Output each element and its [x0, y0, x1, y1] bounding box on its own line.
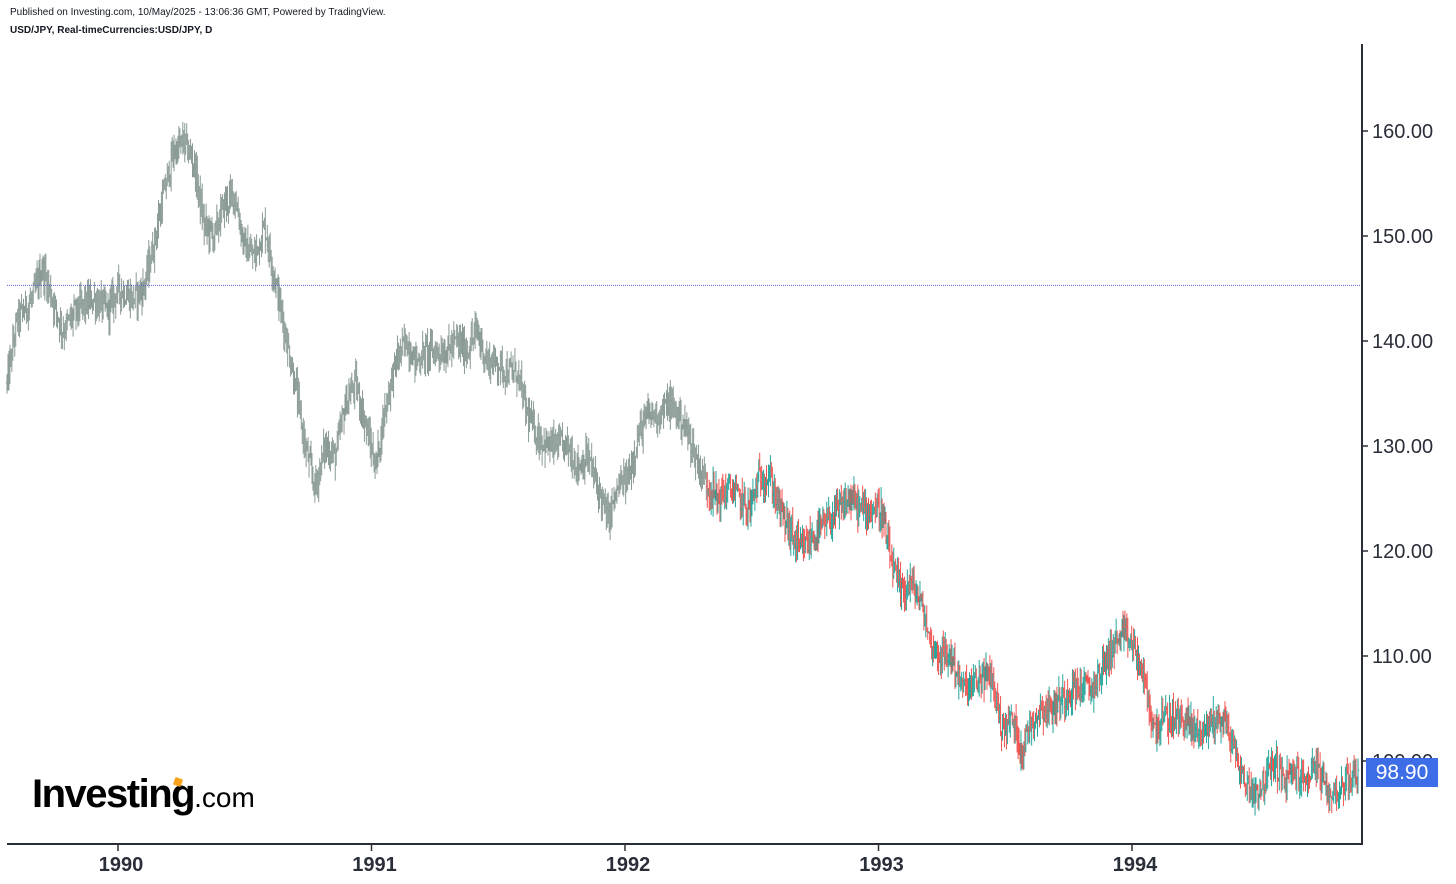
published-note: Published on Investing.com, 10/May/2025 …	[10, 7, 386, 18]
x-tick-label: 1991	[352, 854, 397, 876]
last-price-tag: 98.90	[1366, 758, 1438, 787]
y-tick-label: 150.00	[1372, 226, 1433, 248]
x-tick-label: 1994	[1113, 854, 1158, 876]
ohlc-bars	[5, 121, 1360, 816]
y-tick-label: 160.00	[1372, 121, 1433, 143]
y-axis-ticks: 160.00150.00140.00130.00120.00110.00100.…	[1362, 121, 1433, 773]
x-axis-ticks: 1990 1991 1992 1993 1994	[99, 844, 1158, 876]
y-tick-label: 110.00	[1372, 646, 1432, 668]
x-tick-label: 1992	[606, 854, 651, 876]
y-tick-label: 130.00	[1372, 436, 1433, 458]
logo-main-text: Investing	[32, 772, 196, 816]
y-tick-label: 120.00	[1372, 541, 1433, 563]
y-tick-label: 140.00	[1372, 331, 1433, 353]
x-tick-label: 1993	[859, 854, 904, 876]
x-tick-label: 1990	[99, 854, 144, 876]
investing-logo: Investing.com	[32, 772, 255, 817]
symbol-title: USD/JPY, Real-timeCurrencies:USD/JPY, D	[10, 25, 213, 36]
logo-suffix-text: .com	[194, 782, 255, 813]
